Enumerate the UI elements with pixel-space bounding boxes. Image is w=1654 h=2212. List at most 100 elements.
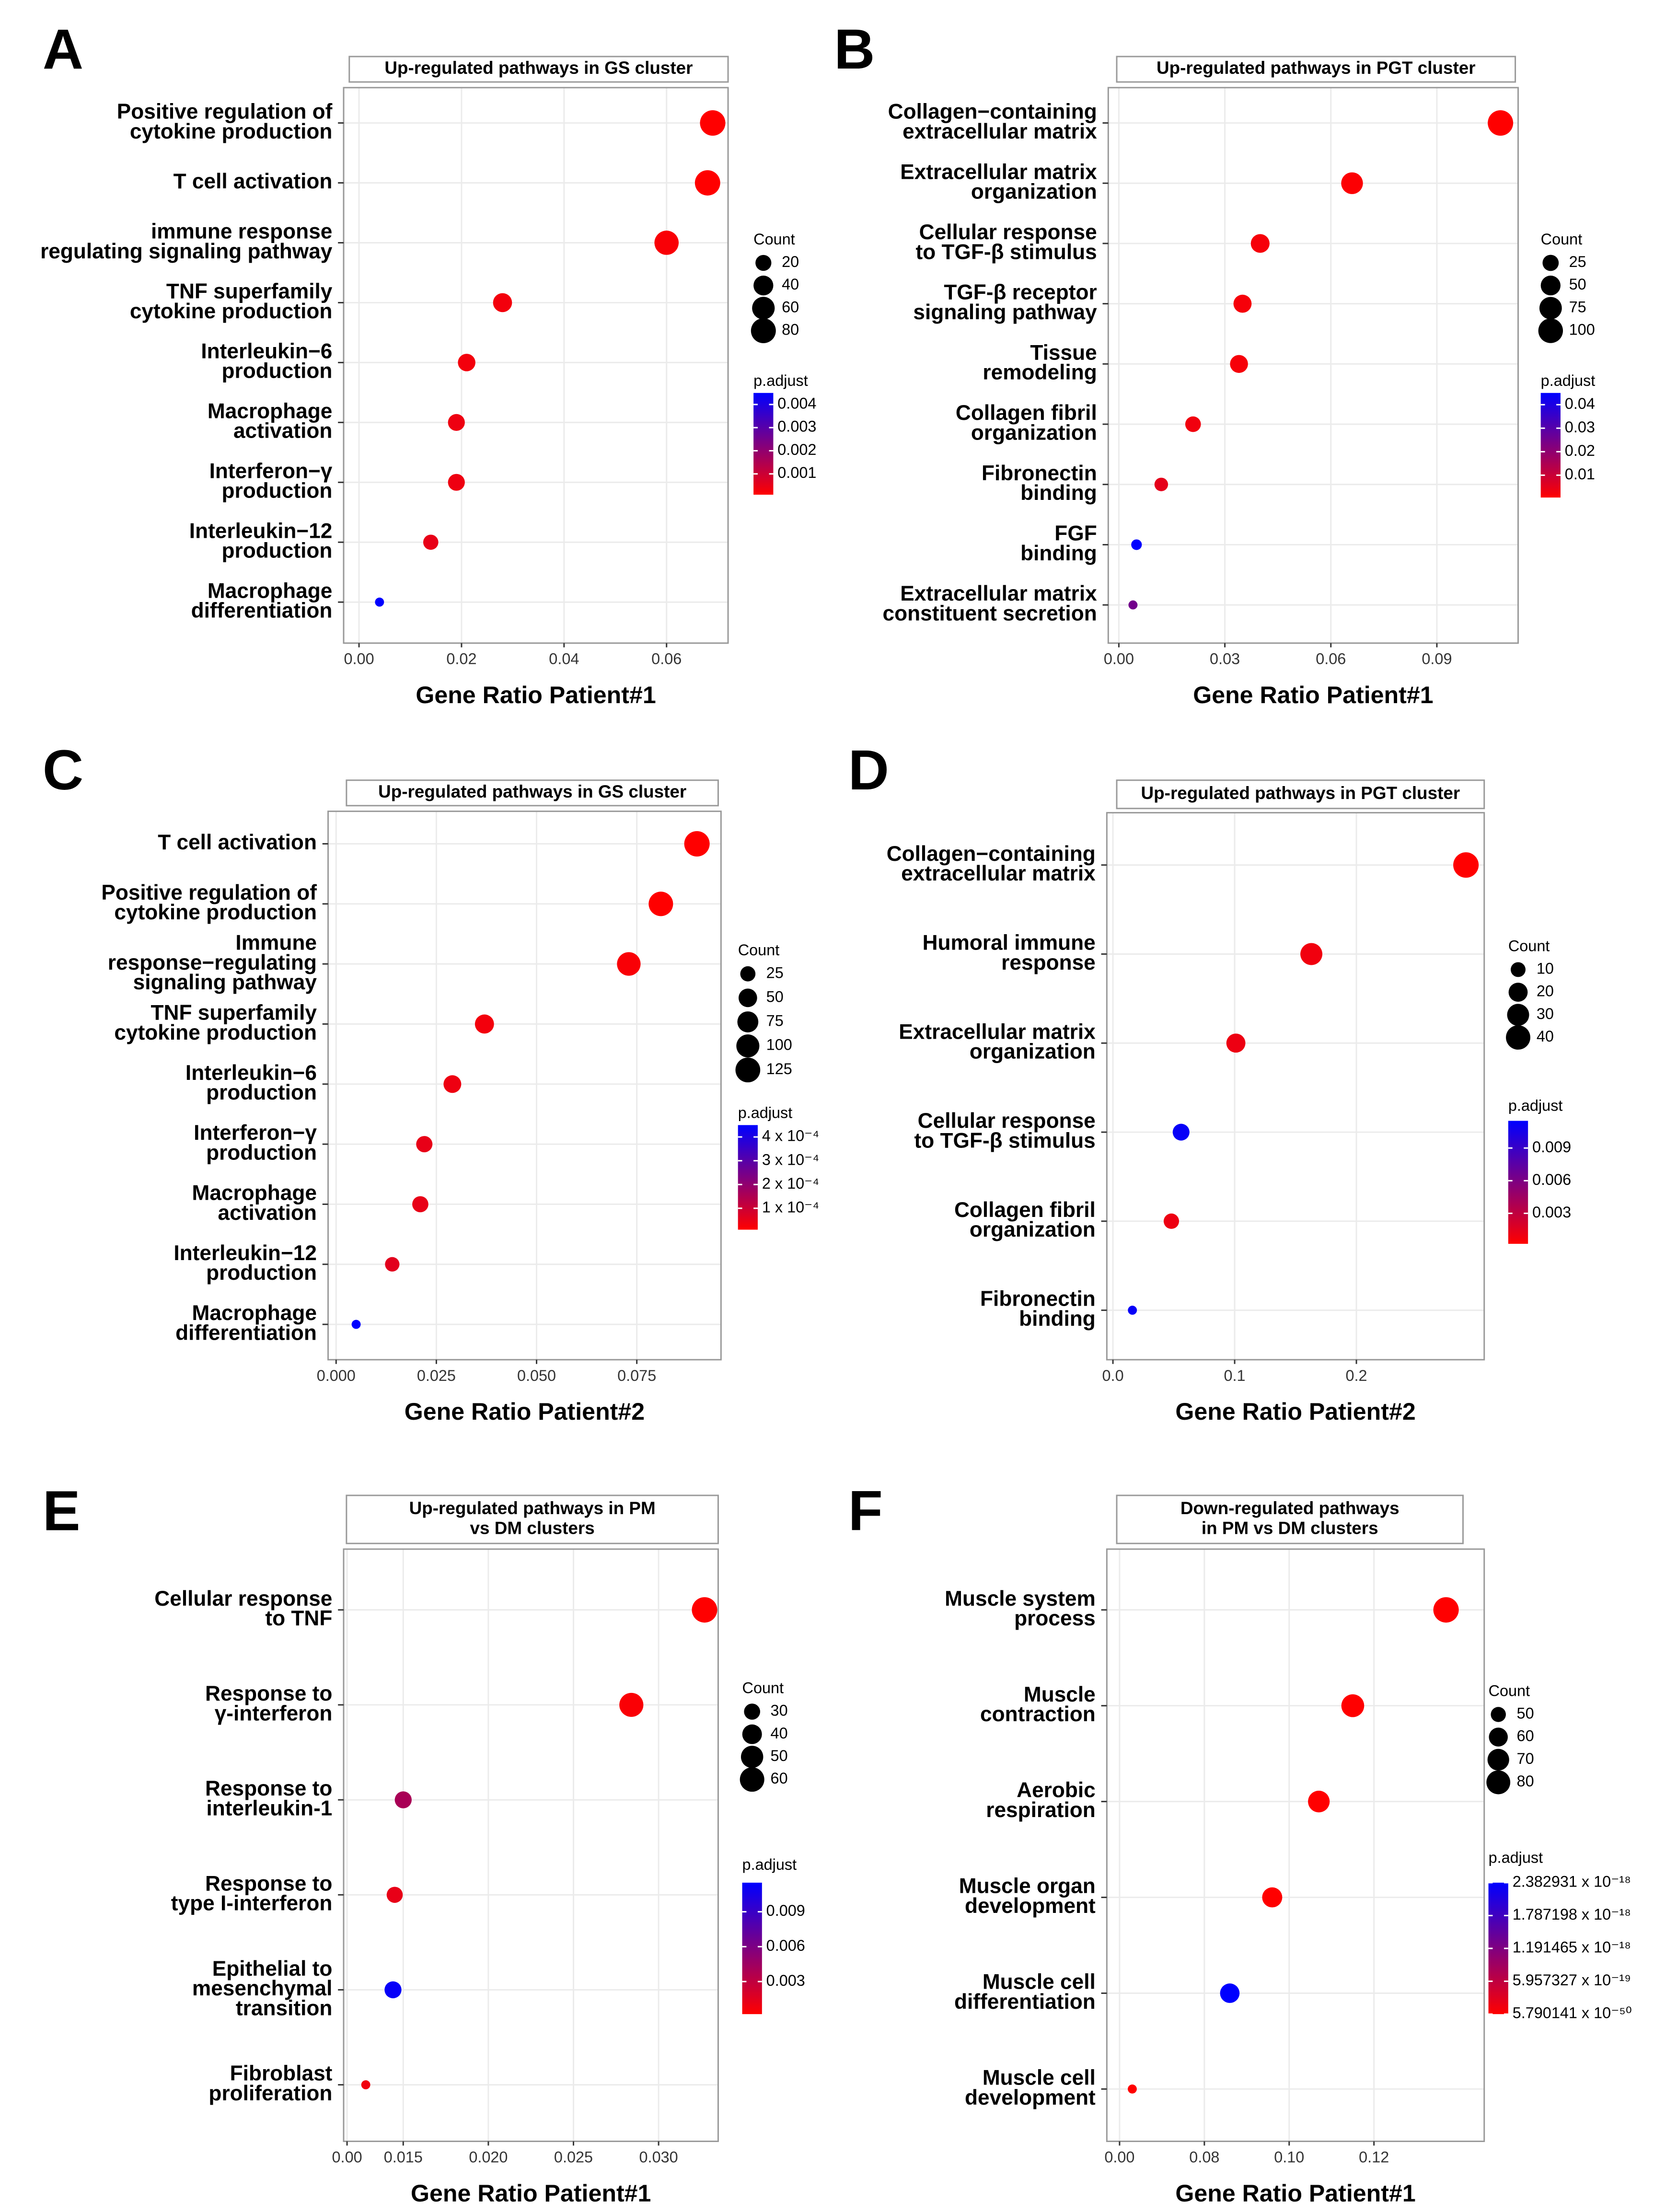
dot: [1128, 600, 1138, 610]
category-label: Muscle: [1024, 1683, 1096, 1706]
legend-dot: [737, 1011, 759, 1032]
plot-area: [1108, 87, 1518, 643]
legend-label: 20: [782, 253, 799, 270]
legend-dot: [1491, 1707, 1506, 1722]
category-label: Interferon−γ: [209, 459, 333, 483]
category-label: Interleukin−6: [201, 339, 332, 363]
legend-dot: [1506, 1025, 1530, 1050]
colorbar-label: 0.003: [777, 418, 816, 435]
colorbar: [738, 1125, 758, 1230]
colorbar: [1540, 393, 1561, 498]
category-label: Interleukin−6: [185, 1061, 317, 1085]
colorbar-label: 2.382931 x 10⁻¹⁸: [1513, 1873, 1631, 1890]
legend-title: Count: [1489, 1682, 1530, 1699]
legend-dot: [1539, 297, 1562, 320]
panel-letter: E: [43, 1479, 81, 1542]
category-label: Fibroblast: [230, 2062, 333, 2085]
legend-label: 75: [1569, 298, 1586, 315]
legend-label: 80: [782, 321, 799, 338]
category-label: Cellular response: [918, 1109, 1096, 1133]
colorbar-label: 0.006: [766, 1937, 805, 1954]
category-label: Muscle system: [945, 1587, 1096, 1610]
legend-dot: [1511, 962, 1526, 977]
legend-label: 50: [1517, 1705, 1534, 1722]
category-label: production: [222, 359, 333, 383]
category-label: differentiation: [954, 1990, 1096, 2014]
category-label: Immune: [235, 931, 317, 955]
category-label: signaling pathway: [913, 301, 1097, 324]
x-tick-label: 0.0: [1102, 1367, 1124, 1384]
x-tick-label: 0.00: [332, 2149, 362, 2166]
category-label: development: [965, 1894, 1096, 1918]
dot: [385, 1257, 400, 1272]
dot: [1233, 294, 1252, 313]
category-label: production: [206, 1261, 317, 1285]
dot: [684, 831, 710, 857]
legend-dot: [1508, 983, 1528, 1002]
category-label: differentiation: [191, 599, 333, 623]
dot: [375, 597, 384, 607]
chart-title: Up-regulated pathways in GS cluster: [378, 782, 686, 801]
dot: [1154, 477, 1168, 491]
category-label: Muscle cell: [983, 1970, 1096, 1994]
dot: [694, 170, 720, 196]
colorbar-label: 1 x 10⁻⁴: [762, 1198, 819, 1216]
dot: [1128, 2085, 1137, 2094]
dot: [1453, 852, 1479, 878]
legend-label: 100: [766, 1036, 792, 1054]
legend-label: 20: [1537, 983, 1554, 1000]
category-label: activation: [218, 1201, 317, 1225]
colorbar-label: 0.004: [777, 394, 816, 412]
dot: [1341, 172, 1363, 194]
category-label: Collagen−containing: [887, 842, 1096, 866]
plot-border: [1106, 1548, 1485, 2143]
category-label: to TGF-β stimulus: [915, 240, 1097, 264]
chart-title: Up-regulated pathways in GS cluster: [384, 58, 693, 78]
category-label: differentiation: [175, 1321, 317, 1344]
dot: [1220, 1983, 1240, 2003]
category-label: cytokine production: [130, 300, 333, 323]
plot-border: [343, 1548, 719, 2143]
dot: [458, 354, 475, 371]
category-label: mesenchymal: [192, 1977, 333, 2000]
category-label: signaling pathway: [133, 971, 317, 994]
colorbar-label: 0.01: [1565, 465, 1595, 483]
x-tick-label: 0.030: [639, 2149, 678, 2166]
category-label: constituent secretion: [883, 602, 1097, 625]
x-tick-label: 0.02: [446, 650, 476, 668]
dot: [617, 952, 641, 976]
category-label: Macrophage: [192, 1181, 316, 1204]
legend-title: p.adjust: [1508, 1097, 1563, 1114]
dot: [700, 110, 726, 136]
category-label: Response to: [205, 1777, 332, 1800]
category-label: Muscle cell: [983, 2066, 1096, 2089]
legend-label: 10: [1537, 960, 1554, 977]
panel-letter: C: [43, 738, 83, 801]
category-label: TGF-β receptor: [944, 281, 1097, 304]
legend-title: Count: [1541, 231, 1583, 248]
category-label: Humoral immune: [923, 931, 1096, 955]
x-axis-label: Gene Ratio Patient#1: [411, 2180, 651, 2207]
legend-dot: [1542, 255, 1559, 271]
legend-label: 25: [766, 964, 784, 981]
legend-label: 75: [766, 1012, 784, 1030]
dot: [351, 1320, 361, 1329]
colorbar-label: 0.03: [1565, 418, 1595, 436]
category-label: Macrophage: [192, 1301, 316, 1325]
x-tick-label: 0.015: [384, 2149, 423, 2166]
category-label: FGF: [1054, 521, 1097, 545]
category-label: development: [965, 2086, 1096, 2109]
x-tick-label: 0.12: [1359, 2149, 1389, 2166]
x-tick-label: 0.025: [417, 1367, 456, 1384]
legend-title: p.adjust: [742, 1856, 797, 1873]
category-label: Response to: [205, 1872, 332, 1895]
category-label: Positive regulation of: [117, 100, 333, 124]
legend-label: 70: [1517, 1750, 1534, 1767]
category-label: binding: [1020, 481, 1097, 505]
category-label: extracellular matrix: [902, 120, 1097, 143]
category-label: binding: [1019, 1307, 1096, 1331]
colorbar-label: 5.790141 x 10⁻⁵⁰: [1513, 2004, 1632, 2022]
dot: [1226, 1033, 1246, 1053]
